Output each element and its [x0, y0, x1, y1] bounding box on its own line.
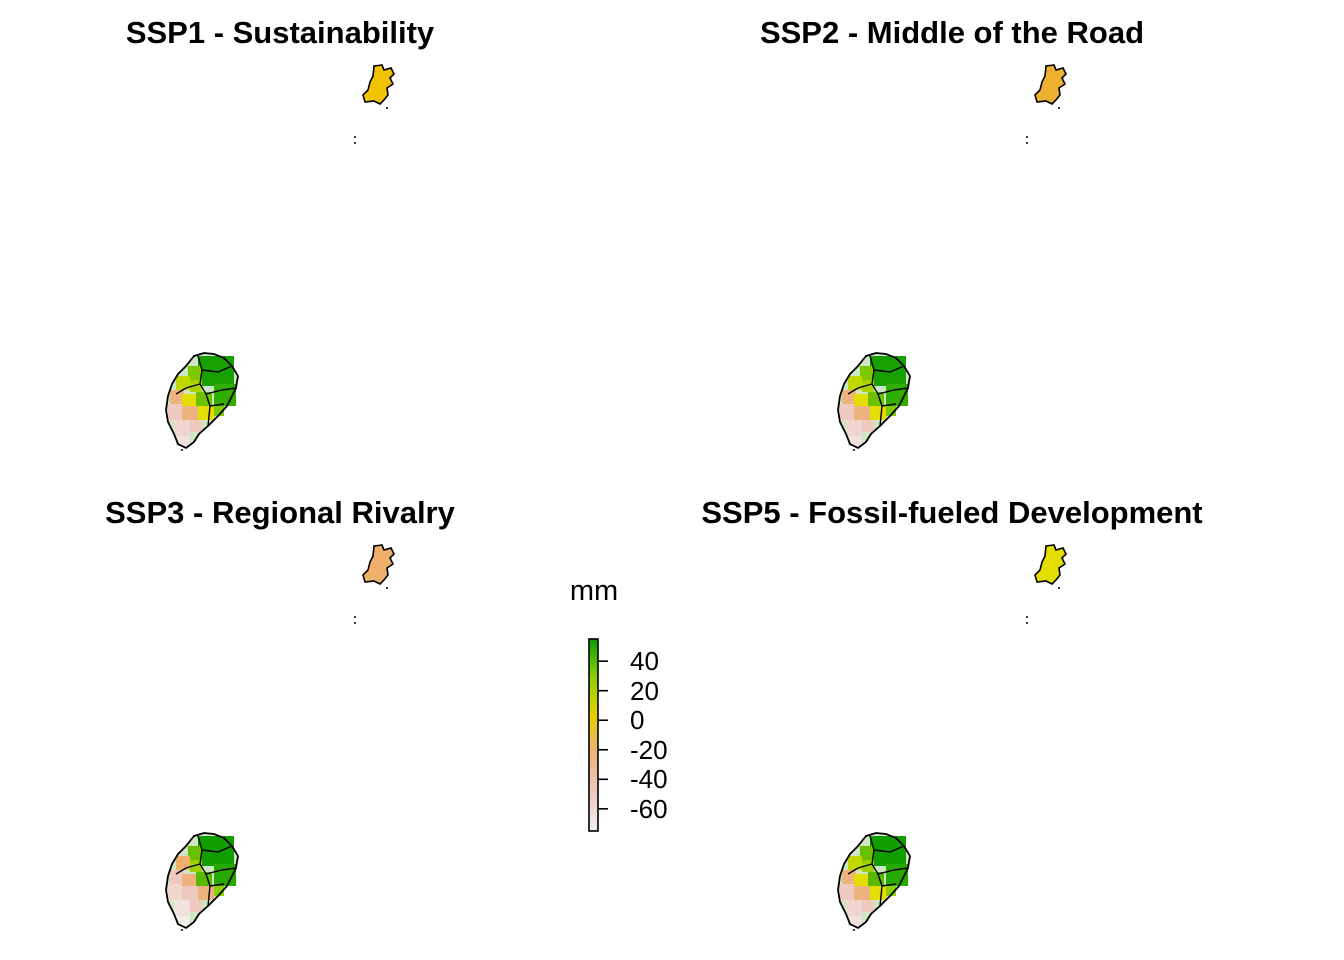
panel-title: SSP3 - Regional Rivalry [105, 495, 455, 530]
legend-tick-label: -60 [630, 793, 668, 824]
legend-tick-label: -20 [630, 734, 668, 765]
principe-island-map [1034, 64, 1067, 109]
sao-tome-island-map [837, 352, 911, 451]
legend-color-bar [588, 638, 608, 832]
sao-tome-island-map [165, 352, 239, 451]
panel-title: SSP1 - Sustainability [125, 15, 435, 50]
legend-tick-label: 0 [630, 705, 645, 736]
legend-tick-label: -40 [630, 764, 668, 795]
sao-tome-island-map [837, 832, 911, 931]
panel-title: SSP5 - Fossil-fueled Development [701, 495, 1203, 530]
islet-marker [354, 136, 356, 144]
principe-island-map [362, 64, 395, 109]
principe-island-map [362, 544, 395, 589]
islet-marker [1026, 136, 1028, 144]
legend-tick-label: 20 [630, 675, 659, 706]
islet-marker [1026, 616, 1028, 624]
islet-marker [354, 616, 356, 624]
principe-island-map [1034, 544, 1067, 589]
legend-title: mm [569, 575, 619, 607]
legend-tick-label: 40 [630, 646, 659, 677]
panel-title: SSP2 - Middle of the Road [759, 15, 1145, 50]
sao-tome-island-map [165, 832, 239, 931]
